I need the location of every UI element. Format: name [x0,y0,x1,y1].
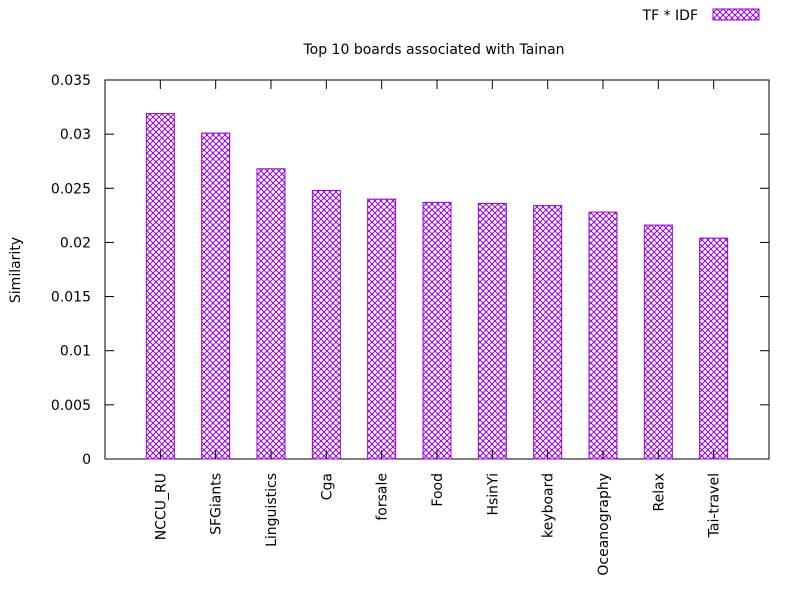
y-tick-label: 0.005 [51,398,91,414]
x-tick-label: SFGiants [209,473,225,535]
bar [477,202,507,460]
bar [311,189,341,460]
bars [145,113,729,460]
x-tick-label: Food [430,473,446,507]
bar [201,132,231,460]
legend-swatch [712,8,760,21]
x-tick-label: Relax [651,473,667,511]
bar [643,224,673,460]
x-tick-label: NCCU_RU [153,473,169,540]
bar [256,168,286,460]
bar [145,113,175,460]
x-tick-label: Oceanography [596,473,612,576]
y-tick-label: 0.035 [51,73,91,89]
x-tick-label: keyboard [541,473,557,538]
bar [367,198,397,460]
legend: TF * IDF [642,8,760,24]
bar [422,201,452,460]
chart-title: Top 10 boards associated with Tainan [302,42,564,58]
y-tick-label: 0.03 [60,127,91,143]
y-axis: 0 0.005 0.01 0.015 0.02 0.025 0.03 0.035 [51,73,769,468]
x-tick-label: forsale [375,473,391,521]
y-tick-label: 0.025 [51,181,91,197]
legend-label: TF * IDF [642,8,698,24]
x-axis: NCCU_RU SFGiants Linguistics Cga forsale Food… [153,80,723,576]
x-tick-label: Tai-travel [707,473,723,538]
bar [699,237,729,460]
y-tick-label: 0 [82,452,91,468]
x-tick-label: Linguistics [264,473,280,547]
y-tick-label: 0.02 [60,235,91,251]
x-tick-label: Cga [319,473,335,500]
y-tick-label: 0.015 [51,290,91,306]
bar [533,205,563,460]
y-tick-label: 0.01 [60,344,91,360]
bar [588,211,618,460]
x-tick-label: HsinYi [485,473,501,516]
y-axis-label: Similarity [8,237,24,303]
